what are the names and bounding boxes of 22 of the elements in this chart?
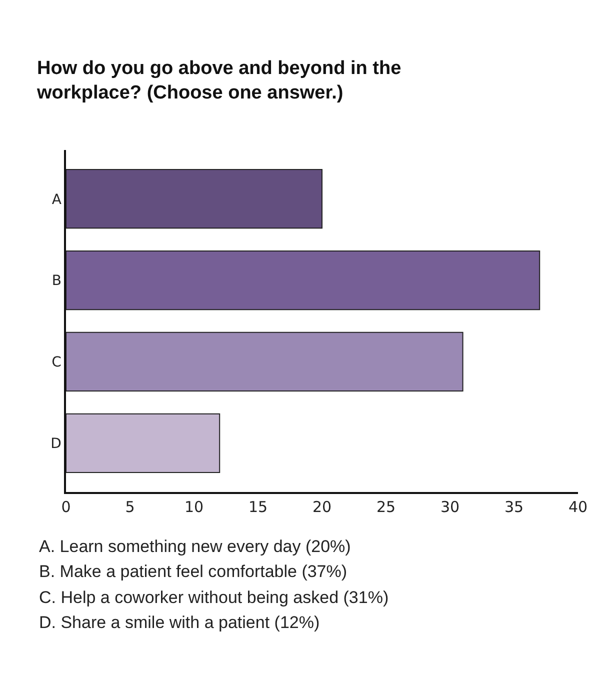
x-tick-label: 5 xyxy=(125,498,135,516)
y-tick-label: C xyxy=(52,354,62,371)
x-tick-label: 25 xyxy=(376,498,396,516)
x-tick-label: 20 xyxy=(312,498,332,516)
y-tick-label: A xyxy=(52,192,62,208)
text: C. Help a coworker without being asked (31%) xyxy=(39,588,389,607)
x-tick-label: 35 xyxy=(504,498,524,516)
x-tick-label: 0 xyxy=(61,498,71,516)
x-tick-label: 10 xyxy=(184,498,204,516)
text: B. Make a patient feel comfortable (37%) xyxy=(39,562,348,581)
y-tick-label: B xyxy=(52,273,62,290)
x-tick-label: 30 xyxy=(440,498,460,516)
x-tick-label: 40 xyxy=(568,498,588,516)
bar xyxy=(66,413,220,473)
y-tick-label: D xyxy=(50,436,62,452)
x-tick-label: 15 xyxy=(248,498,268,516)
bar xyxy=(66,250,540,310)
text: D. Share a smile with a patient (12%) xyxy=(39,613,320,632)
bar xyxy=(66,332,464,392)
chart-title: How do you go above and beyond in the workplace? (Choose one answer.) xyxy=(36,58,402,104)
text: A. Learn something new every day (20%) xyxy=(39,537,351,556)
bar xyxy=(66,169,322,229)
